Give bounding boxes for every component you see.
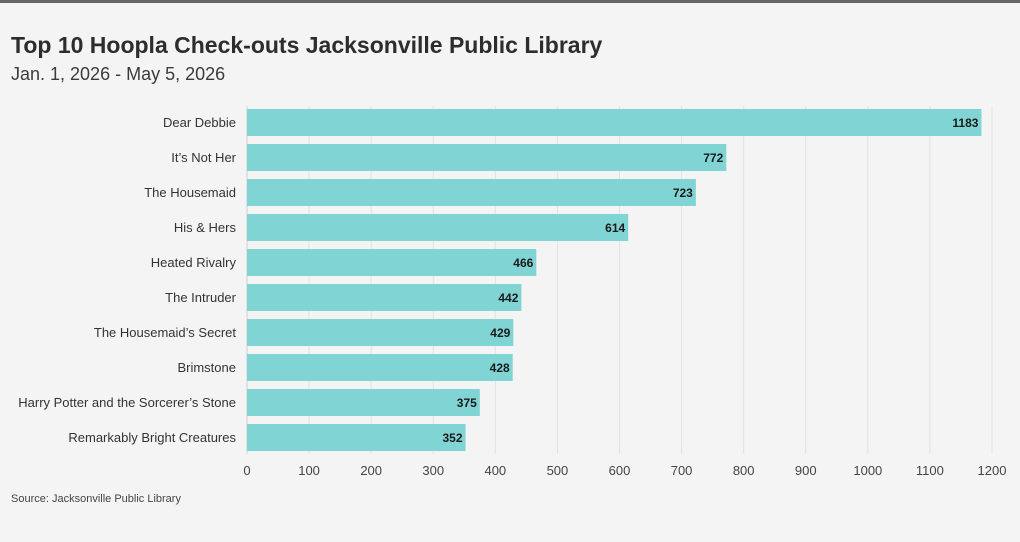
bar-value-label: 723 (673, 186, 693, 200)
x-tick-label: 0 (243, 463, 250, 478)
bar (247, 249, 537, 276)
bar (247, 214, 629, 241)
category-label: Harry Potter and the Sorcerer’s Stone (18, 395, 236, 410)
category-label: Dear Debbie (163, 115, 236, 130)
bar (247, 354, 513, 381)
bar-value-label: 442 (498, 291, 518, 305)
bar (247, 319, 514, 346)
x-tick-label: 1000 (853, 463, 882, 478)
category-label: Brimstone (177, 360, 236, 375)
bars (247, 109, 982, 451)
x-axis-ticks: 0 100 200 300 400 500 600 700 800 900 1000 1100 1200 (243, 463, 1006, 478)
category-label: Heated Rivalry (151, 255, 237, 270)
gridlines (246, 106, 993, 454)
x-tick-label: 900 (795, 463, 817, 478)
data-labels: 1183 772 723 614 466 442 429 428 375 352 (443, 116, 979, 445)
bar (247, 284, 522, 311)
chart-subtitle: Jan. 1, 2026 - May 5, 2026 (11, 64, 226, 84)
x-tick-label: 100 (298, 463, 320, 478)
bar-value-label: 352 (443, 431, 463, 445)
x-tick-label: 300 (422, 463, 444, 478)
x-tick-label: 800 (733, 463, 755, 478)
bar-value-label: 772 (703, 151, 723, 165)
bar-value-label: 1183 (952, 116, 978, 130)
bar-value-label: 466 (513, 256, 533, 270)
category-label: Remarkably Bright Creatures (68, 430, 236, 445)
x-tick-label: 200 (360, 463, 382, 478)
category-label: His & Hers (174, 220, 237, 235)
category-labels: Dear Debbie It’s Not Her The Housemaid His … (18, 115, 236, 445)
chart-title: Top 10 Hoopla Check-outs Jacksonville Pu… (11, 32, 603, 58)
x-tick-label: 700 (671, 463, 693, 478)
bar-value-label: 428 (490, 361, 510, 375)
category-label: The Housemaid (144, 185, 236, 200)
x-tick-label: 400 (484, 463, 506, 478)
bar (247, 109, 982, 136)
category-label: It’s Not Her (171, 150, 236, 165)
x-tick-label: 500 (547, 463, 569, 478)
bar-value-label: 375 (457, 396, 477, 410)
bar-value-label: 614 (605, 221, 625, 235)
x-tick-label: 1200 (978, 463, 1007, 478)
source-note: Source: Jacksonville Public Library (11, 493, 181, 505)
bar (247, 389, 480, 416)
x-tick-label: 600 (609, 463, 631, 478)
x-tick-label: 1100 (916, 463, 944, 478)
category-label: The Housemaid’s Secret (94, 325, 236, 340)
category-label: The Intruder (165, 290, 236, 305)
bar (247, 424, 466, 451)
bar (247, 179, 696, 206)
bar (247, 144, 727, 171)
bar-value-label: 429 (490, 326, 510, 340)
bar-chart: Dear Debbie It’s Not Her The Housemaid His … (18, 106, 1006, 478)
